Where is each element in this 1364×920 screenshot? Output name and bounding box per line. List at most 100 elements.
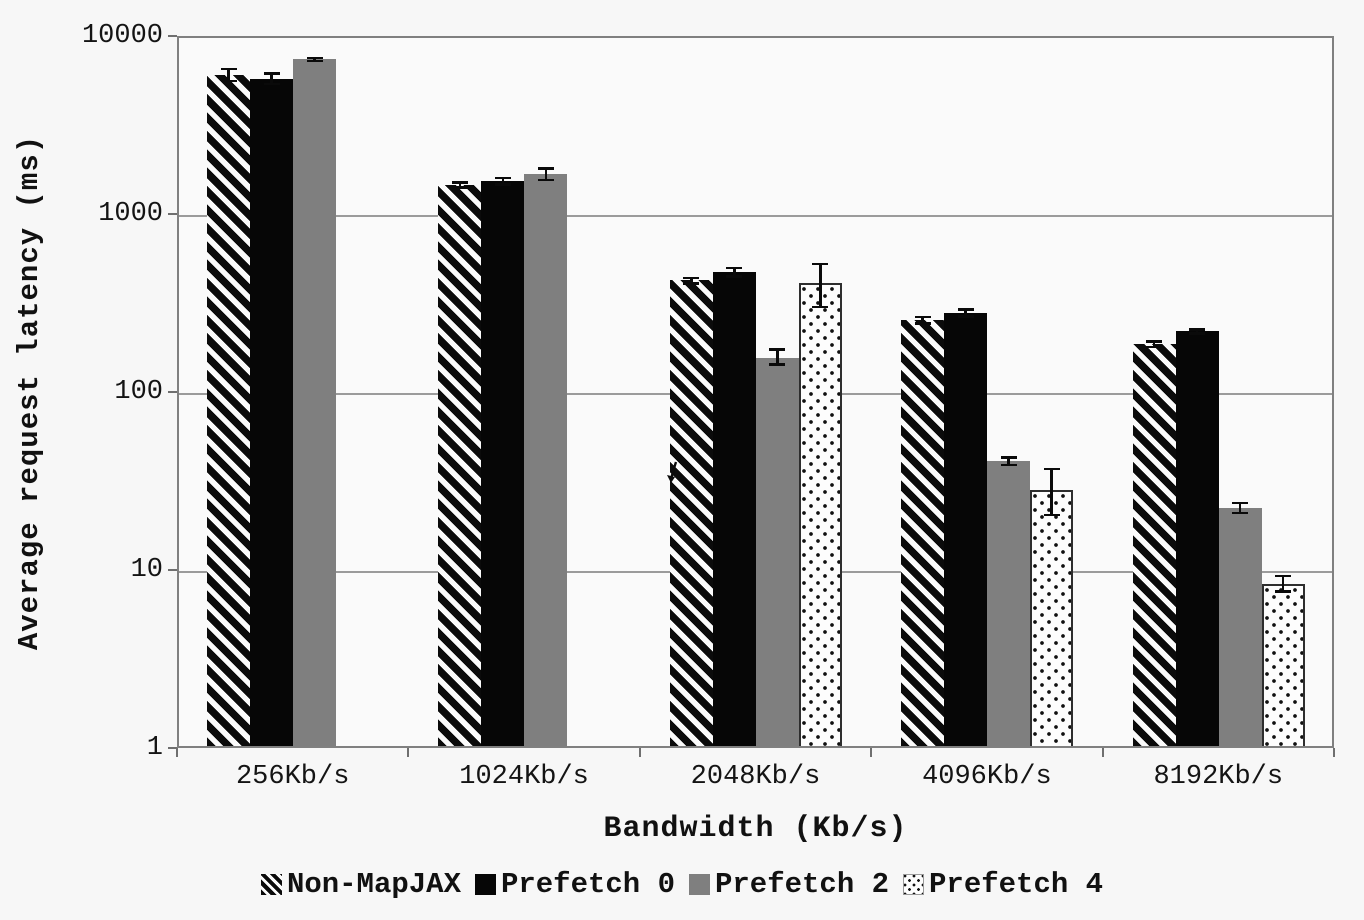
error-bar-cap-high [451, 181, 468, 184]
error-bar-cap-high [1232, 501, 1249, 505]
y-tick-label: 10000 [81, 21, 163, 51]
error-bar [733, 267, 736, 277]
error-bar-cap-high [537, 167, 554, 170]
error-bar-cap-high [263, 72, 280, 75]
y-tickmark-1000 [168, 213, 177, 215]
error-bar-cap-high [1189, 328, 1206, 331]
x-tick-label: 1024Kb/s [459, 762, 589, 792]
x-tick-label: 256Kb/s [235, 762, 350, 792]
y-tick-label: 100 [114, 377, 163, 407]
x-tickmark [638, 748, 641, 757]
error-bar-cap-low [957, 315, 974, 318]
bar-prefetch0-1024Kb/s [481, 181, 525, 746]
error-bar-cap-high [581, 747, 597, 748]
bar-non-mapjax-8192Kb/s [1132, 344, 1176, 746]
x-tickmark [176, 748, 178, 757]
error-bar [776, 349, 779, 365]
error-bar [964, 309, 967, 317]
bar-non-mapjax-2048Kb/s [669, 280, 713, 746]
y-tickmark-100 [168, 391, 177, 393]
legend-label: Prefetch 4 [929, 867, 1104, 901]
gridline-1000 [179, 215, 1332, 217]
error-bar [1238, 502, 1242, 513]
legend-item-prefetch4: Prefetch 4 [903, 868, 1103, 901]
error-bar-cap-high [1146, 340, 1163, 343]
error-bar-cap-high [494, 176, 511, 180]
x-tick-label: 4096Kb/s [922, 762, 1052, 792]
legend-item-prefetch0: Prefetch 0 [474, 867, 675, 901]
error-bar-cap-high [350, 747, 366, 748]
bar-non-mapjax-1024Kb/s [438, 184, 482, 746]
solid-gray-swatch-icon [689, 873, 710, 895]
error-bar-cap-high [914, 315, 931, 319]
y-tickmark-10 [168, 569, 177, 571]
bar-prefetch2-8192Kb/s [1218, 507, 1262, 746]
error-bar-cap-low [769, 363, 786, 366]
y-tick-label: 1000 [98, 199, 163, 229]
bar-prefetch0-256Kb/s [250, 78, 293, 746]
error-bar-cap-low [914, 322, 931, 325]
error-bar-cap-low [306, 59, 323, 63]
error-bar-cap-high [306, 56, 323, 60]
bar-prefetch0-4096Kb/s [944, 313, 988, 746]
solid-black-swatch-icon [474, 873, 496, 895]
x-axis-title: Bandwidth (Kb/s) [603, 812, 908, 846]
error-bar-cap-low [1189, 332, 1206, 335]
bar-prefetch2-1024Kb/s [524, 174, 568, 746]
error-bar-cap-low [1232, 511, 1249, 515]
error-bar [544, 168, 548, 180]
y-tick-label: 1 [146, 733, 163, 763]
bar-non-mapjax-4096Kb/s [901, 320, 945, 746]
error-bar [227, 68, 230, 81]
error-bar-cap-high [726, 266, 743, 270]
y-tickmark-10000 [168, 35, 177, 37]
legend-label: Prefetch 2 [715, 867, 890, 901]
error-bar-cap-low [1000, 463, 1017, 467]
x-tickmark [407, 748, 410, 757]
x-tickmark [1333, 748, 1335, 757]
error-bar-cap-high [220, 67, 237, 71]
legend-item-non-mapjax: Non-MapJAX [260, 867, 461, 901]
error-bar-cap-low [220, 79, 237, 83]
y-tick-label: 10 [130, 555, 163, 585]
bar-prefetch0-2048Kb/s [712, 272, 756, 746]
bar-prefetch2-256Kb/s [293, 59, 336, 746]
error-bar [921, 316, 924, 324]
dotted-swatch-icon [903, 873, 925, 895]
legend-label: Non-MapJAX [286, 867, 461, 901]
legend: Non-MapJAX Prefetch 0 Prefetch 2 Prefetch 4 [0, 866, 1364, 902]
legend-item-prefetch2: Prefetch 2 [689, 868, 889, 901]
error-bar-cap-high [1275, 574, 1292, 578]
error-bar-cap-low [1146, 345, 1163, 349]
hatch-swatch-icon [260, 873, 282, 895]
error-bar-cap-low [263, 82, 280, 86]
error-bar [1281, 575, 1285, 592]
y-tickmark-1 [168, 747, 177, 749]
error-bar-cap-low [451, 186, 468, 189]
bar-non-mapjax-256Kb/s [207, 74, 250, 746]
error-bar [1007, 457, 1010, 465]
error-bar [819, 263, 822, 307]
error-bar-cap-high [683, 276, 700, 280]
plot-area [177, 36, 1334, 748]
bar-prefetch4-8192Kb/s [1261, 583, 1305, 746]
error-bar-cap-low [683, 282, 700, 285]
x-tick-label: 2048Kb/s [690, 762, 821, 792]
bar-prefetch4-2048Kb/s [798, 283, 842, 746]
error-bar [1152, 341, 1156, 347]
bar-prefetch4-4096Kb/s [1030, 489, 1074, 746]
error-bar-cap-low [494, 183, 511, 186]
legend-label: Prefetch 0 [500, 867, 675, 901]
error-bar-cap-low [812, 305, 829, 309]
error-bar [270, 73, 273, 84]
bar-prefetch2-2048Kb/s [755, 357, 799, 746]
error-bar-cap-high [1043, 467, 1060, 471]
error-bar-cap-low [1275, 590, 1292, 593]
error-bar-cap-high [812, 262, 829, 266]
error-bar-cap-low [726, 275, 743, 278]
error-bar [501, 177, 505, 185]
error-bar [458, 182, 462, 188]
error-bar [1050, 468, 1053, 515]
x-tickmark [870, 748, 873, 757]
